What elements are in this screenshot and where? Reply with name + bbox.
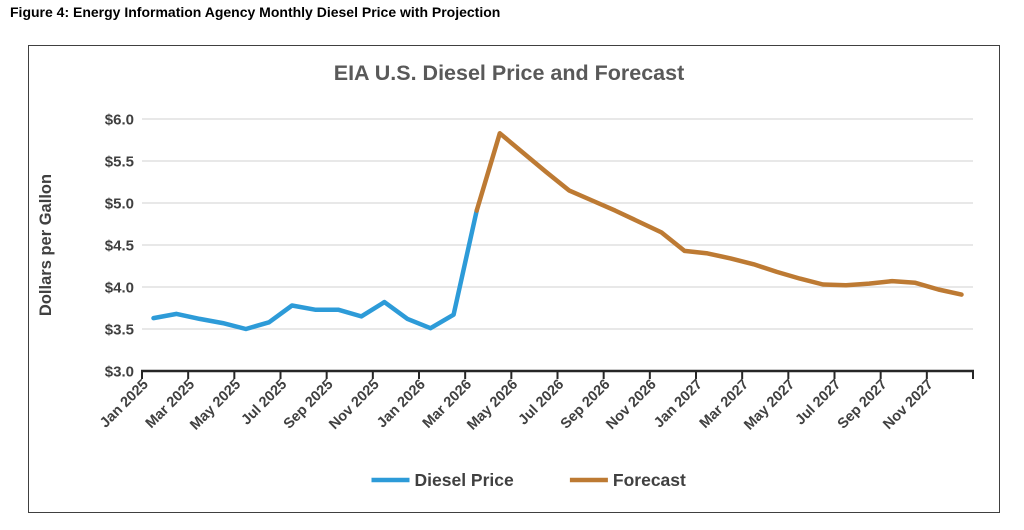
y-axis-title: Dollars per Gallon <box>37 174 55 316</box>
chart-frame: $6.0 $5.5 $5.0 $4.5 $4.0 $3.5 $3.0 Jan 2025 Mar … <box>28 45 1000 513</box>
legend-label: Forecast <box>613 470 686 490</box>
x-tick-label: Jan 2025 <box>97 377 152 432</box>
chart-title: EIA U.S. Diesel Price and Forecast <box>334 61 685 85</box>
y-tick-label: $3.0 <box>105 364 134 381</box>
y-tick-label: $5.0 <box>105 196 134 213</box>
y-tick-label: $6.0 <box>105 112 134 129</box>
legend-label: Diesel Price <box>415 470 514 490</box>
x-tick-label: Nov 2027 <box>880 377 936 433</box>
x-tick-label: Nov 2026 <box>603 377 659 433</box>
y-tick-label: $5.5 <box>105 154 134 171</box>
figure-caption: Figure 4: Energy Information Agency Mont… <box>10 4 501 20</box>
x-tick-label: May 2025 <box>187 377 244 434</box>
x-tick-label: May 2026 <box>464 377 521 434</box>
x-tick-label: May 2027 <box>741 377 798 434</box>
y-tick-label: $4.5 <box>105 238 134 255</box>
series-line-diesel-price <box>151 208 479 332</box>
x-tick-label: Jan 2026 <box>374 377 429 432</box>
x-tick-label: Jan 2027 <box>651 377 706 432</box>
x-tick-label: Nov 2025 <box>326 377 382 433</box>
y-tick-label: $3.5 <box>105 322 134 339</box>
series-line-forecast <box>474 131 964 297</box>
y-tick-label: $4.0 <box>105 280 134 297</box>
